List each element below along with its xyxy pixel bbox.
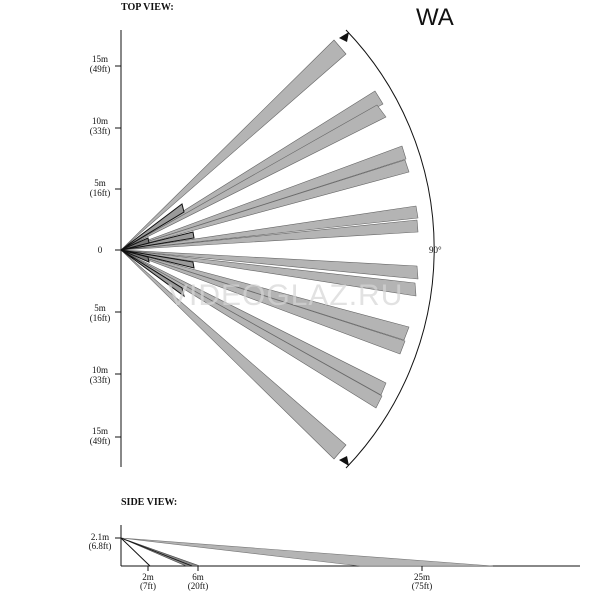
tick-label-33ft-bottom: (33ft) bbox=[90, 375, 111, 385]
arc-arrow-bottom bbox=[339, 456, 349, 466]
arc-arrow-top bbox=[339, 32, 349, 42]
x-tick-20ft: (20ft) bbox=[188, 581, 209, 591]
model-label: WA bbox=[416, 4, 454, 31]
x-tick-75ft: (75ft) bbox=[412, 581, 433, 591]
beam-5 bbox=[120, 159, 410, 251]
tick-label-10m-bottom: 10m bbox=[92, 365, 108, 375]
tick-label-15m-top: 15m bbox=[92, 54, 108, 64]
top-view-tick-labels: 15m (49ft) 10m (33ft) 5m (16ft) 0 5m (16… bbox=[90, 54, 111, 446]
beam-9 bbox=[120, 249, 417, 297]
tick-label-49ft-bottom: (49ft) bbox=[90, 436, 111, 446]
tick-label-33ft-top: (33ft) bbox=[90, 126, 111, 136]
side-beam-mid-edge bbox=[120, 537, 193, 567]
tick-label-zero: 0 bbox=[98, 245, 103, 255]
x-tick-25m: 25m bbox=[414, 572, 430, 582]
beam-7 bbox=[120, 219, 419, 251]
side-view-x-tick-labels: 2m (7ft) 6m (20ft) 25m (75ft) bbox=[140, 572, 432, 591]
x-tick-7ft: (7ft) bbox=[140, 581, 156, 591]
beam-14 bbox=[120, 249, 347, 460]
side-beam-near bbox=[120, 537, 151, 567]
tick-label-49ft-top: (49ft) bbox=[90, 64, 111, 74]
x-tick-6m: 6m bbox=[192, 572, 204, 582]
top-view-heading: TOP VIEW: bbox=[121, 2, 174, 13]
beam-6 bbox=[120, 205, 419, 251]
tick-label-16ft-bottom: (16ft) bbox=[90, 313, 111, 323]
coverage-angle-label: 90° bbox=[429, 245, 442, 255]
side-view-heading: SIDE VIEW: bbox=[121, 497, 177, 508]
beam-11 bbox=[120, 249, 406, 355]
beam-1 bbox=[120, 39, 347, 251]
height-label-ft: (6.8ft) bbox=[89, 541, 112, 551]
tick-label-5m-top: 5m bbox=[94, 178, 106, 188]
side-view-x-ticks bbox=[147, 566, 423, 571]
beam-4 bbox=[120, 145, 407, 251]
height-label-m: 2.1m bbox=[91, 532, 109, 542]
tick-label-5m-bottom: 5m bbox=[94, 303, 106, 313]
watermark: VIDEOGLAZ.RU bbox=[168, 279, 403, 312]
tick-label-16ft-top: (16ft) bbox=[90, 188, 111, 198]
side-beam-far bbox=[120, 537, 494, 567]
beam-13 bbox=[120, 249, 383, 409]
beam-8 bbox=[120, 249, 419, 280]
beam-3 bbox=[120, 104, 387, 251]
beam-10 bbox=[120, 249, 410, 341]
tick-label-10m-top: 10m bbox=[92, 116, 108, 126]
side-beam-mid bbox=[120, 537, 201, 567]
x-tick-2m: 2m bbox=[142, 572, 154, 582]
tick-label-15m-bottom: 15m bbox=[92, 426, 108, 436]
detection-beams bbox=[120, 39, 419, 460]
side-view-height-label: 2.1m (6.8ft) bbox=[89, 532, 112, 551]
top-view-ticks bbox=[115, 65, 121, 438]
coverage-arc bbox=[345, 29, 435, 469]
side-view-beams bbox=[120, 537, 494, 567]
near-zone-beams bbox=[120, 203, 195, 298]
